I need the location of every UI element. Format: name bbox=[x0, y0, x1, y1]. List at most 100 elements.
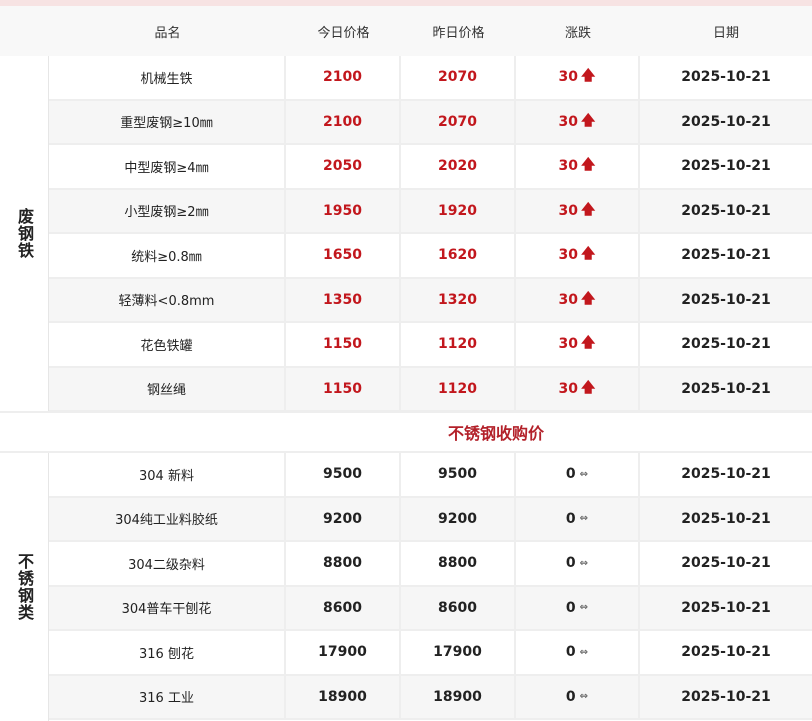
table-row: 重型废钢≥10㎜ 2100 2070 30 🡅 2025-10-21 bbox=[49, 100, 812, 145]
price-change: 0 ⇔ bbox=[516, 631, 640, 674]
today-price: 18900 bbox=[286, 675, 401, 718]
arrow-up-icon: 🡅 bbox=[581, 335, 596, 352]
date: 2025-10-21 bbox=[681, 555, 771, 572]
header-today: 今日价格 bbox=[317, 25, 370, 41]
yesterday-price: 1320 bbox=[401, 278, 516, 321]
today-price: 8800 bbox=[286, 542, 401, 585]
table-row: 304纯工业料胶纸 9200 9200 0 ⇔ 2025-10-21 bbox=[49, 497, 812, 542]
table-row: 钢丝绳 1150 1120 30 🡅 2025-10-21 bbox=[49, 367, 812, 412]
yesterday-price: 2070 bbox=[401, 56, 516, 99]
change-value: 0 bbox=[565, 599, 576, 616]
change-value: 30 bbox=[558, 336, 579, 353]
left-right-arrow-icon: ⇔ bbox=[579, 557, 589, 569]
item-name: 304普车干刨花 bbox=[49, 586, 286, 629]
table-row: 304普车干刨花 8600 8600 0 ⇔ 2025-10-21 bbox=[49, 586, 812, 631]
today-price: 1150 bbox=[286, 323, 401, 366]
item-name: 轻薄料<0.8mm bbox=[49, 278, 286, 321]
section-stainless: 不锈钢类 304 新料 9500 9500 0 ⇔ 2025-10-21 304纯工… bbox=[0, 453, 812, 721]
change-value: 30 bbox=[558, 113, 579, 130]
item-name: 钢丝绳 bbox=[49, 367, 286, 410]
change-value: 0 bbox=[565, 510, 576, 527]
item-name: 304纯工业料胶纸 bbox=[49, 497, 286, 540]
header-name: 品名 bbox=[154, 25, 181, 41]
price-change: 30 🡅 bbox=[516, 100, 640, 143]
yesterday-price: 18900 bbox=[401, 675, 516, 718]
date: 2025-10-21 bbox=[681, 247, 771, 264]
yesterday-price: 1620 bbox=[401, 234, 516, 277]
today-price: 2100 bbox=[286, 56, 401, 99]
date: 2025-10-21 bbox=[681, 599, 771, 616]
arrow-up-icon: 🡅 bbox=[581, 157, 596, 174]
table-header: 品名 今日价格 昨日价格 涨跌 日期 bbox=[0, 6, 812, 56]
header-yesterday: 昨日价格 bbox=[432, 25, 485, 41]
item-name: 重型废钢≥10㎜ bbox=[49, 100, 286, 143]
yesterday-price: 9500 bbox=[401, 453, 516, 496]
price-change: 0 ⇔ bbox=[516, 542, 640, 585]
date: 2025-10-21 bbox=[681, 336, 771, 353]
table-row: 316 刨花 17900 17900 0 ⇔ 2025-10-21 bbox=[49, 631, 812, 676]
price-change: 30 🡅 bbox=[516, 367, 640, 410]
arrow-up-icon: 🡅 bbox=[581, 112, 596, 129]
price-change: 0 ⇔ bbox=[516, 675, 640, 718]
date: 2025-10-21 bbox=[681, 688, 771, 705]
date: 2025-10-21 bbox=[681, 69, 771, 86]
section-title: 不锈钢收购价 bbox=[0, 411, 812, 453]
change-value: 30 bbox=[558, 69, 579, 86]
arrow-up-icon: 🡅 bbox=[581, 68, 596, 85]
change-value: 0 bbox=[565, 466, 576, 483]
change-value: 30 bbox=[558, 247, 579, 264]
item-name: 304二级杂料 bbox=[49, 542, 286, 585]
change-value: 0 bbox=[565, 688, 576, 705]
header-date: 日期 bbox=[712, 25, 739, 41]
date: 2025-10-21 bbox=[681, 510, 771, 527]
today-price: 1350 bbox=[286, 278, 401, 321]
today-price: 9200 bbox=[286, 497, 401, 540]
table-row: 中型废钢≥4㎜ 2050 2020 30 🡅 2025-10-21 bbox=[49, 145, 812, 190]
left-right-arrow-icon: ⇔ bbox=[579, 602, 589, 614]
change-value: 30 bbox=[558, 291, 579, 308]
item-name: 316 工业 bbox=[49, 675, 286, 718]
item-name: 小型废钢≥2㎜ bbox=[49, 189, 286, 232]
price-change: 30 🡅 bbox=[516, 189, 640, 232]
today-price: 2100 bbox=[286, 100, 401, 143]
today-price: 2050 bbox=[286, 145, 401, 188]
category-label: 废钢铁 bbox=[15, 208, 34, 259]
change-value: 30 bbox=[558, 158, 579, 175]
item-name: 机械生铁 bbox=[49, 56, 286, 99]
left-right-arrow-icon: ⇔ bbox=[579, 513, 589, 525]
item-name: 花色铁罐 bbox=[49, 323, 286, 366]
today-price: 1950 bbox=[286, 189, 401, 232]
date: 2025-10-21 bbox=[681, 113, 771, 130]
header-change: 涨跌 bbox=[564, 25, 591, 41]
price-change: 0 ⇔ bbox=[516, 497, 640, 540]
price-change: 30 🡅 bbox=[516, 278, 640, 321]
today-price: 17900 bbox=[286, 631, 401, 674]
table-row: 轻薄料<0.8mm 1350 1320 30 🡅 2025-10-21 bbox=[49, 278, 812, 323]
today-price: 1150 bbox=[286, 367, 401, 410]
date: 2025-10-21 bbox=[681, 158, 771, 175]
arrow-up-icon: 🡅 bbox=[581, 379, 596, 396]
item-name: 304 新料 bbox=[49, 453, 286, 496]
date: 2025-10-21 bbox=[681, 202, 771, 219]
price-change: 30 🡅 bbox=[516, 323, 640, 366]
yesterday-price: 17900 bbox=[401, 631, 516, 674]
yesterday-price: 1120 bbox=[401, 323, 516, 366]
table-row: 小型废钢≥2㎜ 1950 1920 30 🡅 2025-10-21 bbox=[49, 189, 812, 234]
left-right-arrow-icon: ⇔ bbox=[579, 468, 589, 480]
table-row: 316 工业 18900 18900 0 ⇔ 2025-10-21 bbox=[49, 675, 812, 720]
table-row: 花色铁罐 1150 1120 30 🡅 2025-10-21 bbox=[49, 323, 812, 368]
yesterday-price: 1120 bbox=[401, 367, 516, 410]
yesterday-price: 2020 bbox=[401, 145, 516, 188]
price-change: 0 ⇔ bbox=[516, 586, 640, 629]
table-row: 304 新料 9500 9500 0 ⇔ 2025-10-21 bbox=[49, 453, 812, 498]
left-right-arrow-icon: ⇔ bbox=[579, 691, 589, 703]
category-label: 不锈钢类 bbox=[15, 553, 34, 621]
change-value: 0 bbox=[565, 644, 576, 661]
yesterday-price: 1920 bbox=[401, 189, 516, 232]
yesterday-price: 9200 bbox=[401, 497, 516, 540]
change-value: 0 bbox=[565, 555, 576, 572]
price-change: 0 ⇔ bbox=[516, 453, 640, 496]
date: 2025-10-21 bbox=[681, 466, 771, 483]
price-change: 30 🡅 bbox=[516, 56, 640, 99]
change-value: 30 bbox=[558, 202, 579, 219]
